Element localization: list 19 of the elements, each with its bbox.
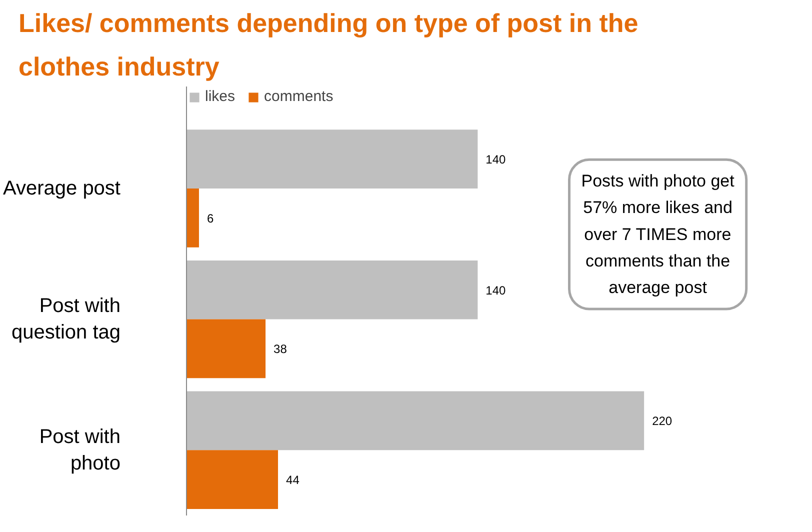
y-tick-label: Post with question tag [12, 295, 121, 344]
chart-title: Likes/ comments depending on type of post in the clothes industry [18, 8, 638, 82]
bar [186, 130, 478, 189]
data-label: 38 [274, 342, 288, 356]
bar [186, 450, 278, 509]
legend-label: comments [264, 88, 334, 105]
data-label: 220 [652, 414, 672, 428]
bar [186, 319, 266, 378]
data-label: 140 [486, 283, 506, 298]
bar [186, 260, 478, 320]
bar [186, 391, 644, 450]
y-tick-label: Post with photo [39, 426, 121, 474]
data-label: 6 [206, 211, 214, 226]
bar [186, 188, 199, 248]
legend-label: likes [205, 88, 236, 105]
y-tick-label: Average post [3, 178, 121, 200]
data-label: 140 [486, 152, 506, 167]
data-label: 44 [286, 473, 300, 488]
annotation: Posts with photo get 57% more likes and over 7 TIMES more comments than the average post [581, 172, 735, 297]
